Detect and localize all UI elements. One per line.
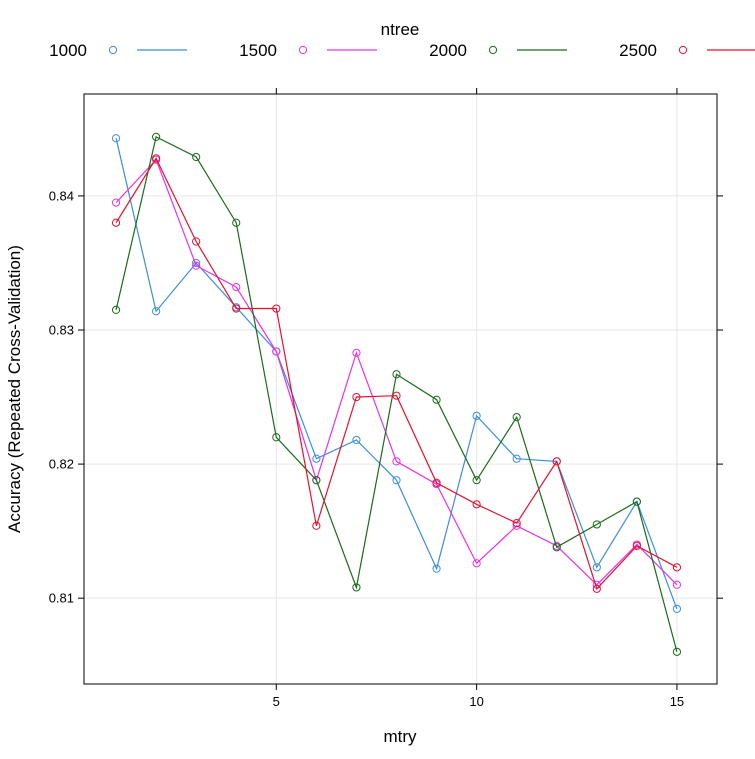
data-point	[472, 411, 481, 420]
legend-item-2500: 2500	[619, 41, 755, 60]
series-1000	[111, 134, 682, 614]
data-point	[392, 457, 401, 466]
series-layer	[111, 132, 682, 656]
data-point	[192, 258, 201, 268]
data-point	[111, 198, 121, 207]
data-point	[192, 152, 201, 162]
series-line-1000	[115, 138, 678, 610]
data-point	[152, 307, 161, 316]
data-point	[312, 521, 321, 530]
x-tick-label: 15	[670, 694, 684, 709]
data-point	[512, 454, 521, 463]
legend-marker	[298, 45, 308, 55]
legend-marker	[108, 45, 118, 55]
x-axis-title: mtry	[383, 727, 417, 746]
series-1500	[111, 155, 682, 589]
y-tick-label: 0.84	[49, 188, 74, 203]
legend-marker	[488, 45, 498, 55]
data-point	[432, 395, 441, 404]
data-point	[432, 478, 441, 487]
data-point	[472, 559, 481, 568]
data-point	[152, 154, 161, 163]
data-point	[392, 476, 401, 485]
data-point	[192, 237, 201, 246]
data-point	[152, 132, 161, 142]
data-point	[352, 392, 361, 402]
legend-item-2000: 2000	[429, 41, 567, 60]
data-point	[672, 580, 682, 589]
data-point	[312, 454, 321, 463]
legend: ntree 1000 1500 2000 2500	[49, 20, 755, 60]
data-point	[632, 497, 641, 506]
series-line-2000	[115, 136, 678, 652]
data-point	[232, 304, 241, 313]
legend-label: 1500	[239, 41, 277, 60]
legend-label: 1000	[49, 41, 87, 60]
legend-label: 2000	[429, 41, 467, 60]
data-point	[672, 647, 682, 656]
data-point	[352, 583, 361, 592]
legend-item-1000: 1000	[49, 41, 187, 60]
data-point	[472, 500, 481, 509]
x-tick-label: 10	[469, 694, 483, 709]
data-point	[352, 348, 361, 357]
data-point	[111, 218, 121, 227]
data-point	[592, 563, 601, 572]
legend-label: 2500	[619, 41, 657, 60]
x-tick-label: 5	[273, 694, 280, 709]
axes: 5 10 15 0.81 0.82 0.83 0.84	[49, 88, 723, 709]
y-tick-label: 0.82	[49, 457, 74, 472]
legend-marker	[678, 45, 688, 55]
data-point	[272, 433, 281, 442]
y-tick-label: 0.83	[49, 323, 74, 338]
data-point	[111, 305, 121, 314]
data-point	[592, 520, 601, 529]
legend-item-1500: 1500	[239, 41, 377, 60]
data-point	[232, 218, 241, 227]
data-point	[552, 543, 561, 552]
data-point	[232, 282, 241, 292]
y-tick-label: 0.81	[49, 591, 74, 606]
data-point	[272, 347, 281, 356]
data-point	[512, 518, 521, 528]
data-point	[552, 457, 561, 466]
data-point	[272, 304, 281, 313]
data-point	[392, 391, 401, 400]
data-point	[472, 476, 481, 485]
series-2500	[111, 154, 682, 593]
y-axis-title: Accuracy (Repeated Cross-Validation)	[5, 245, 24, 533]
legend-title: ntree	[381, 20, 420, 39]
data-point	[312, 476, 321, 485]
data-point	[352, 435, 361, 445]
data-point	[432, 564, 441, 573]
data-point	[672, 563, 682, 572]
series-2000	[111, 132, 682, 656]
plot-frame	[83, 93, 718, 685]
grid	[84, 94, 717, 684]
data-point	[592, 584, 601, 593]
data-point	[392, 370, 401, 379]
data-point	[111, 134, 121, 143]
data-point	[512, 413, 521, 422]
series-line-2500	[115, 157, 678, 590]
data-point	[632, 541, 641, 550]
data-point	[192, 261, 201, 270]
data-point	[672, 604, 682, 614]
series-line-1500	[115, 158, 678, 586]
